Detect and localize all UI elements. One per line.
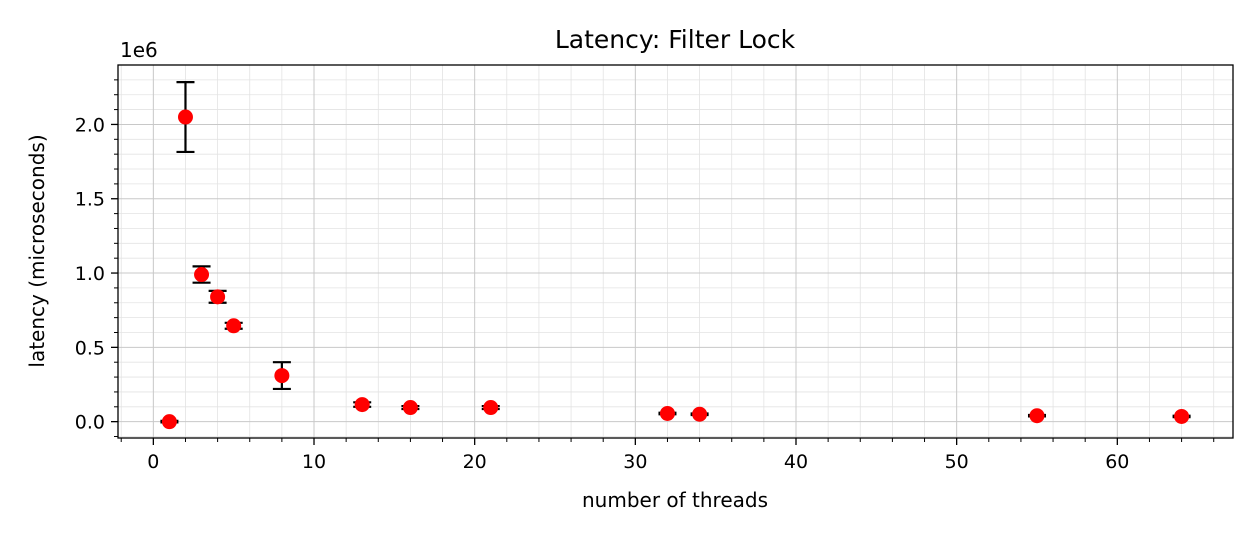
data-point [1029, 408, 1045, 424]
y-offset-label: 1e6 [120, 38, 158, 62]
y-tick-label: 1.0 [75, 263, 105, 285]
data-point [692, 406, 708, 422]
x-axis-label: number of threads [582, 488, 768, 512]
data-point [194, 267, 210, 283]
data-point [210, 289, 226, 305]
x-tick-label: 10 [302, 451, 326, 473]
x-tick-label: 40 [784, 451, 808, 473]
data-point [1174, 408, 1190, 424]
data-points [161, 109, 1190, 430]
x-tick-label: 60 [1105, 451, 1129, 473]
data-point [659, 405, 675, 421]
y-tick-label: 0.5 [75, 337, 105, 359]
y-axis-ticks: 0.0 0.5 1.0 1.5 2.0 [75, 79, 118, 438]
plot-frame [117, 64, 1234, 439]
chart-title: Latency: Filter Lock [555, 25, 796, 54]
x-tick-label: 50 [945, 451, 969, 473]
data-point [177, 109, 193, 125]
x-axis-ticks: 0 10 20 30 40 50 60 [120, 438, 1215, 473]
y-tick-label: 0.0 [75, 412, 105, 434]
data-point [483, 400, 499, 416]
data-point [402, 400, 418, 416]
x-tick-label: 20 [463, 451, 487, 473]
minor-grid [118, 65, 1233, 438]
data-point [274, 368, 290, 384]
data-point [226, 318, 242, 334]
error-bars [160, 80, 1191, 424]
x-tick-label: 30 [623, 451, 647, 473]
data-point [161, 414, 177, 430]
y-axis-label: latency (microseconds) [25, 134, 49, 367]
x-tick-label: 0 [147, 451, 159, 473]
data-point [354, 397, 370, 413]
y-tick-label: 2.0 [75, 114, 105, 136]
y-tick-label: 1.5 [75, 189, 105, 211]
major-grid [118, 65, 1233, 438]
